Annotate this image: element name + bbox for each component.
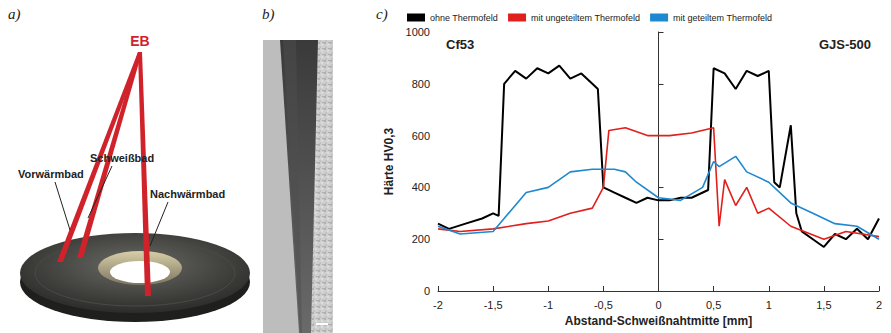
svg-text:-0,5: -0,5 bbox=[594, 299, 613, 311]
svg-text:600: 600 bbox=[412, 130, 430, 142]
svg-text:0: 0 bbox=[424, 285, 430, 297]
svg-text:-2: -2 bbox=[433, 299, 443, 311]
svg-text:ohne Thermofeld: ohne Thermofeld bbox=[430, 13, 498, 23]
svg-text:-1,5: -1,5 bbox=[484, 299, 503, 311]
svg-text:Nachwärmbad: Nachwärmbad bbox=[150, 188, 225, 200]
svg-text:400: 400 bbox=[412, 181, 430, 193]
svg-text:1000: 1000 bbox=[406, 26, 430, 38]
svg-text:1,5: 1,5 bbox=[816, 299, 831, 311]
svg-text:mit geteiltem Thermofeld: mit geteiltem Thermofeld bbox=[673, 13, 772, 23]
svg-text:200: 200 bbox=[412, 233, 430, 245]
svg-text:2: 2 bbox=[876, 299, 882, 311]
svg-text:Abstand-Schweißnahtmitte [mm]: Abstand-Schweißnahtmitte [mm] bbox=[565, 314, 752, 328]
svg-text:Schweißbad: Schweißbad bbox=[90, 152, 154, 164]
svg-text:GJS-500: GJS-500 bbox=[819, 37, 871, 52]
svg-text:0: 0 bbox=[655, 299, 661, 311]
svg-text:Cf53: Cf53 bbox=[446, 37, 474, 52]
svg-text:-1: -1 bbox=[543, 299, 553, 311]
html-text:a): a) bbox=[8, 6, 21, 22]
svg-text:EB: EB bbox=[130, 33, 149, 49]
svg-text:0,5: 0,5 bbox=[706, 299, 721, 311]
svg-text:mit ungeteiltem Thermofeld: mit ungeteiltem Thermofeld bbox=[531, 13, 640, 23]
html-text:c): c) bbox=[376, 6, 388, 22]
svg-text:1: 1 bbox=[766, 299, 772, 311]
svg-text:800: 800 bbox=[412, 78, 430, 90]
html-text:b): b) bbox=[262, 6, 275, 22]
svg-text:Vorwärmbad: Vorwärmbad bbox=[18, 168, 84, 180]
svg-text:Härte HV0,3: Härte HV0,3 bbox=[382, 127, 396, 195]
